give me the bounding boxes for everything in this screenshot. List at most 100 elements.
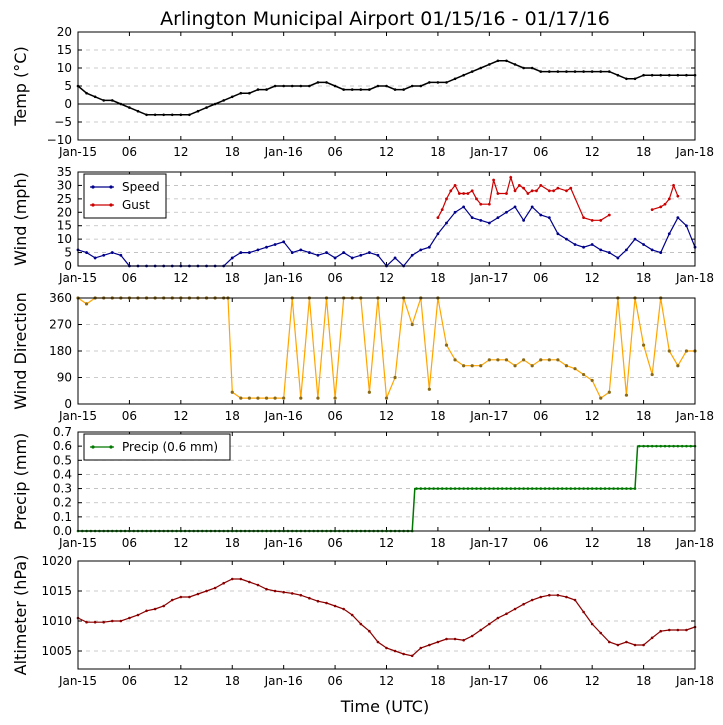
x-tick-label: 18 — [225, 409, 240, 423]
data-point — [102, 253, 106, 257]
data-point — [445, 197, 448, 201]
data-point — [359, 88, 363, 91]
legend-marker — [109, 203, 113, 207]
data-point — [616, 487, 620, 490]
data-point — [685, 628, 688, 632]
data-point — [569, 186, 573, 190]
data-point — [282, 590, 285, 594]
x-tick-label: 06 — [327, 536, 342, 550]
data-point — [573, 243, 577, 246]
data-point — [633, 487, 637, 490]
data-point — [625, 248, 628, 252]
data-point — [436, 81, 440, 84]
data-point — [659, 205, 663, 209]
data-point — [333, 84, 337, 88]
x-axis-label: Time (UTC) — [340, 697, 429, 716]
data-point — [573, 487, 577, 490]
data-point — [170, 598, 174, 602]
y-axis-label: Altimeter (hPa) — [11, 555, 30, 676]
data-point — [342, 251, 346, 254]
data-point — [637, 444, 641, 448]
data-point — [684, 349, 689, 353]
x-tick-label: 12 — [173, 145, 188, 159]
data-point — [410, 322, 414, 327]
data-point — [470, 634, 474, 638]
data-point — [462, 205, 466, 209]
data-point — [265, 245, 268, 249]
data-point — [205, 106, 208, 109]
data-point — [445, 487, 448, 490]
data-point — [110, 619, 114, 623]
x-tick-label: 12 — [585, 145, 600, 159]
data-point — [496, 59, 500, 63]
data-point — [230, 577, 234, 581]
data-point — [564, 364, 569, 368]
data-point — [419, 646, 423, 650]
data-point — [676, 73, 680, 77]
x-tick-label: 18 — [430, 536, 445, 550]
data-point — [650, 73, 654, 77]
y-tick-label: 5 — [64, 246, 72, 260]
data-point — [590, 243, 594, 246]
data-point — [462, 638, 465, 642]
data-point — [376, 640, 380, 644]
data-point — [393, 649, 397, 653]
x-tick-label: 12 — [585, 674, 600, 688]
data-point — [556, 358, 560, 362]
data-point — [419, 248, 423, 252]
data-point — [470, 364, 474, 368]
data-point — [256, 88, 260, 91]
data-point — [342, 88, 345, 91]
y-tick-label: 20 — [57, 205, 72, 219]
data-point — [522, 218, 526, 222]
x-tick-label: Jan-15 — [58, 409, 97, 423]
x-tick-label: Jan-18 — [675, 536, 714, 550]
data-point — [676, 364, 680, 368]
data-point — [299, 593, 303, 597]
data-point — [488, 622, 491, 626]
data-point — [685, 444, 688, 448]
data-point — [385, 646, 388, 650]
data-point — [230, 95, 234, 99]
data-point — [547, 189, 551, 193]
x-tick-label: 18 — [430, 145, 445, 159]
data-point — [492, 178, 496, 182]
y-tick-label: 5 — [64, 79, 72, 93]
data-point — [93, 95, 97, 99]
data-point — [440, 208, 444, 212]
data-point — [581, 372, 586, 377]
data-point — [530, 598, 534, 602]
data-point — [110, 99, 114, 102]
x-tick-label: 18 — [430, 409, 445, 423]
data-point — [659, 444, 663, 448]
x-tick-label: Jan-16 — [264, 145, 303, 159]
series-line — [77, 578, 696, 657]
data-point — [659, 251, 663, 254]
data-point — [428, 487, 431, 490]
data-point — [316, 599, 320, 603]
data-point — [624, 393, 629, 397]
y-tick-label: 1015 — [41, 584, 72, 598]
y-axis-label: Temp (°C) — [11, 46, 30, 126]
data-point — [367, 390, 371, 394]
data-point — [539, 358, 543, 362]
data-point — [625, 77, 628, 81]
data-point — [273, 396, 277, 400]
data-point — [479, 202, 483, 206]
x-tick-label: 06 — [533, 145, 548, 159]
data-point — [427, 387, 431, 391]
x-tick-label: 06 — [122, 409, 137, 423]
data-point — [650, 444, 654, 448]
data-point — [162, 604, 165, 608]
data-point — [616, 256, 620, 260]
x-tick-label: Jan-17 — [469, 536, 508, 550]
data-point — [487, 221, 491, 225]
y-tick-label: −10 — [47, 133, 72, 147]
data-point — [500, 487, 504, 490]
y-tick-label: 25 — [57, 192, 72, 206]
data-point — [145, 113, 148, 117]
data-point — [128, 106, 131, 109]
data-point — [590, 487, 594, 490]
data-point — [573, 598, 577, 602]
data-point — [462, 192, 466, 195]
